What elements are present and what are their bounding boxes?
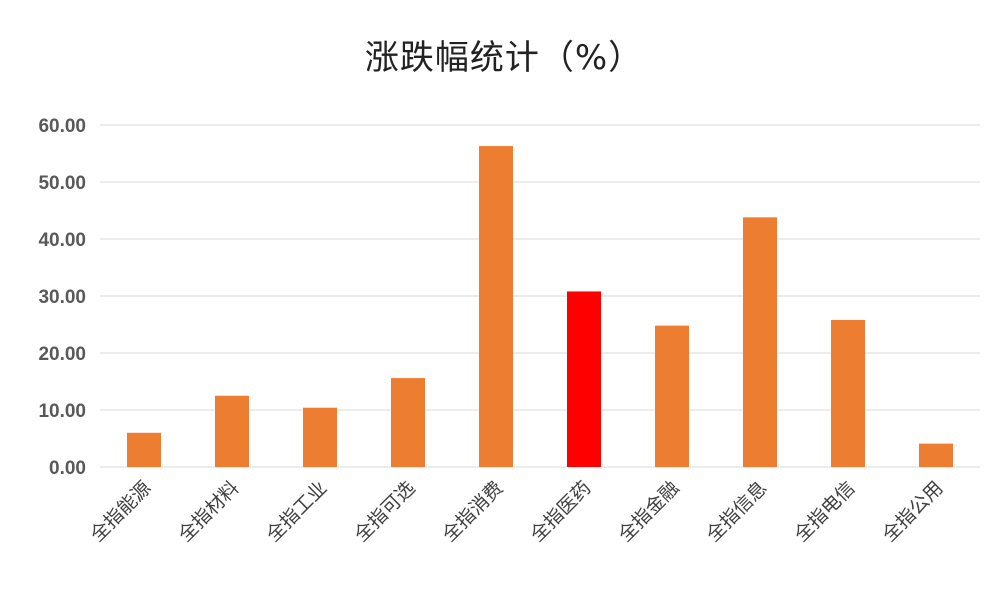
bar [743, 217, 777, 467]
x-tick-label: 全指材料 [174, 477, 243, 546]
x-tick-label: 全指可选 [350, 477, 419, 546]
y-tick-label: 40.00 [38, 230, 86, 251]
y-tick-label: 60.00 [38, 116, 86, 137]
x-tick-label: 全指信息 [702, 477, 771, 546]
bar [919, 443, 953, 467]
chart-title: 涨跌幅统计（%） [364, 38, 644, 78]
bar [215, 395, 249, 467]
x-tick-label: 全指金融 [614, 477, 683, 546]
x-tick-label: 全指电信 [790, 477, 859, 546]
bar [303, 407, 337, 467]
x-tick-label: 全指工业 [262, 477, 331, 546]
y-tick-label: 10.00 [38, 401, 86, 422]
bar [391, 378, 425, 467]
x-tick-label: 全指公用 [878, 477, 947, 546]
bars [127, 146, 953, 467]
x-tick-label: 全指能源 [86, 477, 155, 546]
x-tick-label: 全指医药 [526, 477, 595, 546]
y-axis-ticks: 0.00 10.00 20.00 30.00 40.00 50.00 60.00 [38, 116, 86, 479]
y-tick-label: 20.00 [38, 344, 86, 365]
bar [655, 325, 689, 467]
y-tick-label: 0.00 [49, 458, 86, 479]
y-tick-label: 50.00 [38, 173, 86, 194]
y-tick-label: 30.00 [38, 287, 86, 308]
x-tick-label: 全指消费 [438, 477, 507, 546]
bar [567, 291, 601, 467]
bar [127, 432, 161, 467]
bar [831, 319, 865, 467]
x-axis-ticks: 全指能源 全指材料 全指工业 全指可选 全指消费 全指医药 全指金融 全指信息 全指电信 全指公用 [86, 477, 947, 546]
bar [479, 146, 513, 467]
